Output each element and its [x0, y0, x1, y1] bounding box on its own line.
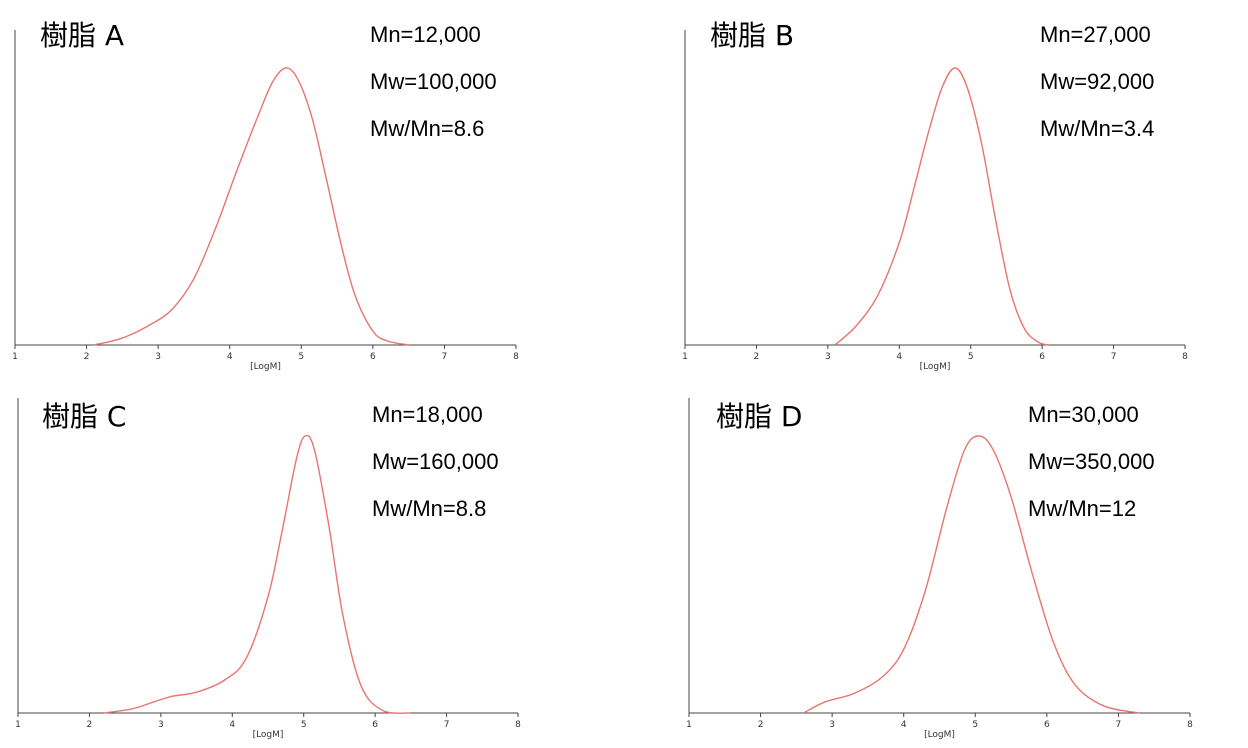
stat-label: Mw/Mn=12 — [1028, 496, 1136, 521]
x-tick-label: 5 — [298, 352, 304, 362]
x-tick-label: 4 — [227, 352, 233, 362]
stat-label: Mw/Mn=8.8 — [372, 496, 486, 521]
x-tick-label: 2 — [754, 352, 760, 362]
distribution-curve — [834, 67, 1050, 346]
x-tick-label: 8 — [515, 720, 521, 730]
chart-panel-4: 1 2 3 4 5 6 7 8 [LogM] 樹脂 D Mn=30,000 Mw=350,000 Mw/… — [686, 398, 1193, 740]
stat-label: Mw=92,000 — [1040, 69, 1154, 94]
x-tick-label: 2 — [87, 720, 93, 730]
chart-panel-2: 1 2 3 4 5 6 7 8 [LogM] 樹脂 B Mn=27,000 Mw=92,000 Mw/M… — [682, 19, 1188, 372]
stat-label: Mn=30,000 — [1028, 402, 1139, 427]
chart-title: 樹脂 B — [710, 19, 794, 52]
chart-title: 樹脂 D — [716, 400, 802, 433]
distribution-curve — [103, 434, 411, 714]
x-tick-label: 3 — [829, 720, 835, 730]
x-tick-label: 7 — [442, 352, 448, 362]
distribution-curve — [93, 67, 409, 346]
x-tick-label: 3 — [155, 352, 161, 362]
stat-label: Mn=27,000 — [1040, 22, 1151, 47]
x-tick-label: 1 — [12, 352, 18, 362]
x-tick-label: 1 — [682, 352, 688, 362]
x-tick-label: 5 — [301, 720, 307, 730]
x-tick-label: 2 — [758, 720, 764, 730]
x-tick-label: 1 — [15, 720, 21, 730]
x-axis-label: [LogM] — [253, 730, 284, 740]
x-tick-label: 7 — [444, 720, 450, 730]
stat-label: Mw/Mn=3.4 — [1040, 116, 1154, 141]
x-tick-label: 6 — [370, 352, 376, 362]
stat-label: Mw=350,000 — [1028, 449, 1155, 474]
stat-label: Mw/Mn=8.6 — [370, 116, 484, 141]
x-tick-label: 2 — [84, 352, 90, 362]
x-tick-label: 6 — [1044, 720, 1050, 730]
chart-title: 樹脂 C — [42, 400, 126, 433]
stat-label: Mw=160,000 — [372, 449, 499, 474]
x-tick-label: 1 — [686, 720, 692, 730]
chart-panel-1: 1 2 3 4 5 6 7 8 [LogM] 樹脂 A Mn=12,000 Mw=100,000 Mw/… — [12, 19, 519, 372]
x-tick-label: 8 — [1182, 352, 1188, 362]
x-tick-label: 5 — [968, 352, 974, 362]
stat-label: Mn=12,000 — [370, 22, 481, 47]
stat-label: Mn=18,000 — [372, 402, 483, 427]
x-axis-label: [LogM] — [924, 730, 955, 740]
x-tick-label: 7 — [1116, 720, 1122, 730]
x-tick-label: 8 — [513, 352, 519, 362]
x-tick-label: 8 — [1187, 720, 1193, 730]
x-tick-label: 7 — [1111, 352, 1117, 362]
chart-panel-3: 1 2 3 4 5 6 7 8 [LogM] 樹脂 C Mn=18,000 Mw=160,000 Mw/… — [15, 398, 521, 740]
stat-label: Mw=100,000 — [370, 69, 497, 94]
x-tick-label: 4 — [901, 720, 907, 730]
x-tick-label: 3 — [825, 352, 831, 362]
chart-title: 樹脂 A — [40, 19, 124, 52]
x-tick-label: 4 — [896, 352, 902, 362]
x-axis-label: [LogM] — [920, 362, 951, 372]
x-tick-label: 5 — [972, 720, 978, 730]
distribution-curve — [803, 435, 1141, 714]
x-tick-label: 3 — [158, 720, 164, 730]
x-axis-label: [LogM] — [250, 362, 281, 372]
x-tick-label: 4 — [229, 720, 235, 730]
x-tick-label: 6 — [1039, 352, 1045, 362]
x-tick-label: 6 — [372, 720, 378, 730]
